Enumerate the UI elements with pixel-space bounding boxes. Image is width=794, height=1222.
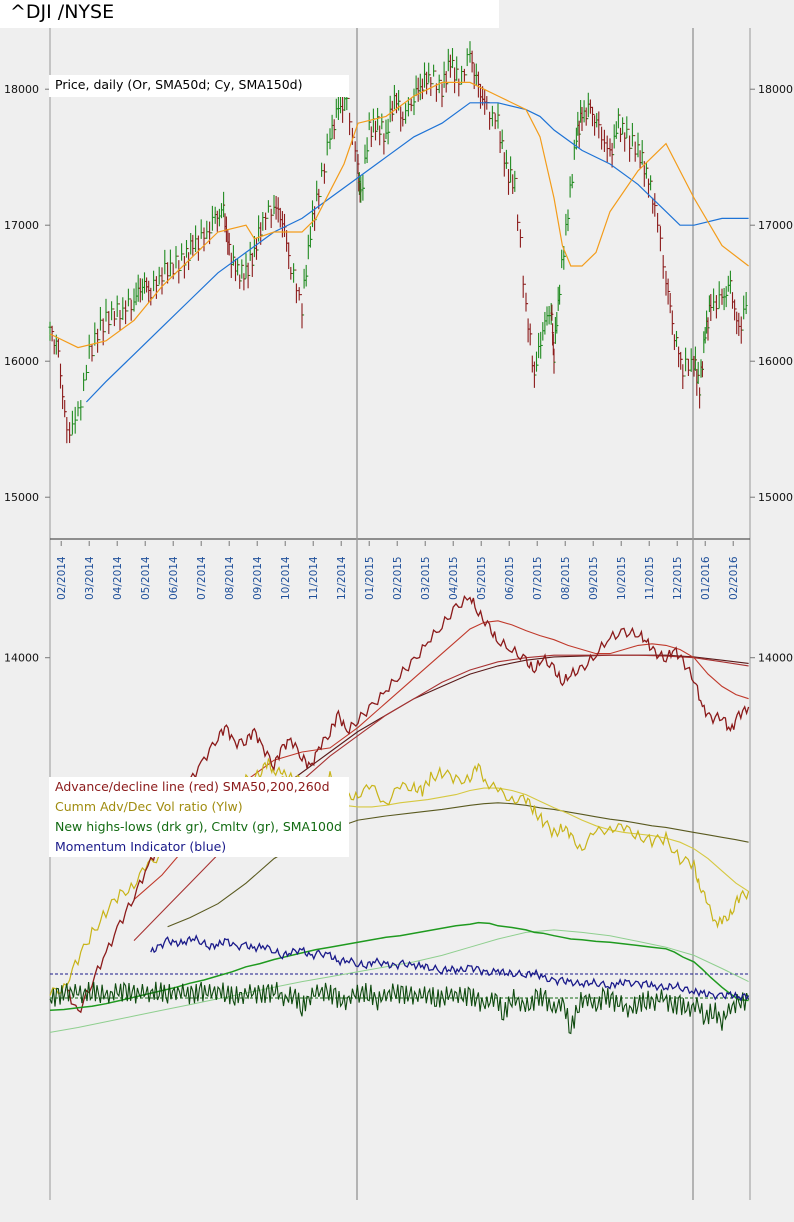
- x-tick-label: 09/2014: [252, 556, 264, 600]
- x-tick-label: 06/2015: [504, 556, 516, 600]
- ad-line: [66, 594, 750, 1014]
- price-y-tick-label-left: 18000: [4, 83, 39, 96]
- x-tick-label: 07/2014: [196, 556, 208, 600]
- sma150-line: [85, 102, 749, 403]
- axis-layer: 15000 15000 16000 16000 17000 17000 18000 18000…: [4, 83, 793, 665]
- grid-layer: [49, 28, 751, 1200]
- x-tick-label: 08/2015: [560, 556, 572, 600]
- x-tick-label: 03/2014: [84, 556, 96, 600]
- x-tick-label: 01/2016: [700, 556, 712, 600]
- chart-title: ^DJI /NYSE: [10, 1, 115, 23]
- nhnl-sma-line: [49, 929, 749, 1033]
- x-tick-label: 02/2014: [56, 556, 68, 600]
- price-y-tick-label-left: 15000: [4, 491, 39, 504]
- x-tick-label: 04/2014: [112, 556, 124, 600]
- ad-sma260-line: [226, 654, 749, 831]
- x-tick-label: 10/2014: [280, 556, 292, 600]
- x-tick-label: 12/2015: [672, 556, 684, 600]
- x-tick-label: 07/2015: [532, 556, 544, 600]
- breadth-legend-vol: Cumm Adv/Dec Vol ratio (Ylw): [55, 799, 243, 814]
- x-tick-label: 03/2015: [420, 556, 432, 600]
- price-legend-text: Price, daily (Or, SMA50d; Cy, SMA150d): [55, 77, 303, 92]
- x-tick-label: 12/2014: [336, 556, 348, 600]
- breadth-y-tick-label-left: 14000: [4, 652, 39, 665]
- breadth-legend-momentum: Momentum Indicator (blue): [55, 839, 227, 854]
- x-tick-label: 09/2015: [588, 556, 600, 600]
- nhnl-cumulative-line: [49, 921, 749, 1012]
- x-tick-label: 01/2015: [364, 556, 376, 600]
- x-tick-label: 05/2014: [140, 556, 152, 600]
- nhnl-line: [49, 981, 750, 1035]
- x-tick-label: 02/2016: [728, 556, 740, 600]
- x-tick-label: 11/2014: [308, 556, 320, 600]
- price-legend: Price, daily (Or, SMA50d; Cy, SMA150d): [49, 75, 349, 97]
- sma50-line: [49, 81, 749, 349]
- x-tick-label: 02/2015: [392, 556, 404, 600]
- x-tick-label: 08/2014: [224, 556, 236, 600]
- price-y-tick-label-right: 17000: [758, 219, 793, 232]
- price-panel: [48, 41, 749, 444]
- breadth-legend-ad: Advance/decline line (red) SMA50,200,260…: [55, 779, 330, 794]
- x-tick-label: 10/2015: [616, 556, 628, 600]
- price-y-tick-label-right: 16000: [758, 355, 793, 368]
- x-tick-label: 11/2015: [644, 556, 656, 600]
- breadth-y-tick-label-right: 14000: [758, 652, 793, 665]
- x-tick-label: 05/2015: [476, 556, 488, 600]
- x-tick-label: 06/2014: [168, 556, 180, 600]
- price-y-tick-label-right: 18000: [758, 83, 793, 96]
- x-tick-label: 04/2015: [448, 556, 460, 600]
- chart-title-box: ^DJI /NYSE: [0, 0, 499, 28]
- price-y-tick-label-left: 16000: [4, 355, 39, 368]
- breadth-legend: Advance/decline line (red) SMA50,200,260…: [49, 777, 349, 857]
- breadth-legend-nhnl: New highs-lows (drk gr), Cmltv (gr), SMA…: [55, 819, 342, 834]
- momentum-line: [150, 934, 750, 1002]
- price-y-tick-label-left: 17000: [4, 219, 39, 232]
- price-y-tick-label-right: 15000: [758, 491, 793, 504]
